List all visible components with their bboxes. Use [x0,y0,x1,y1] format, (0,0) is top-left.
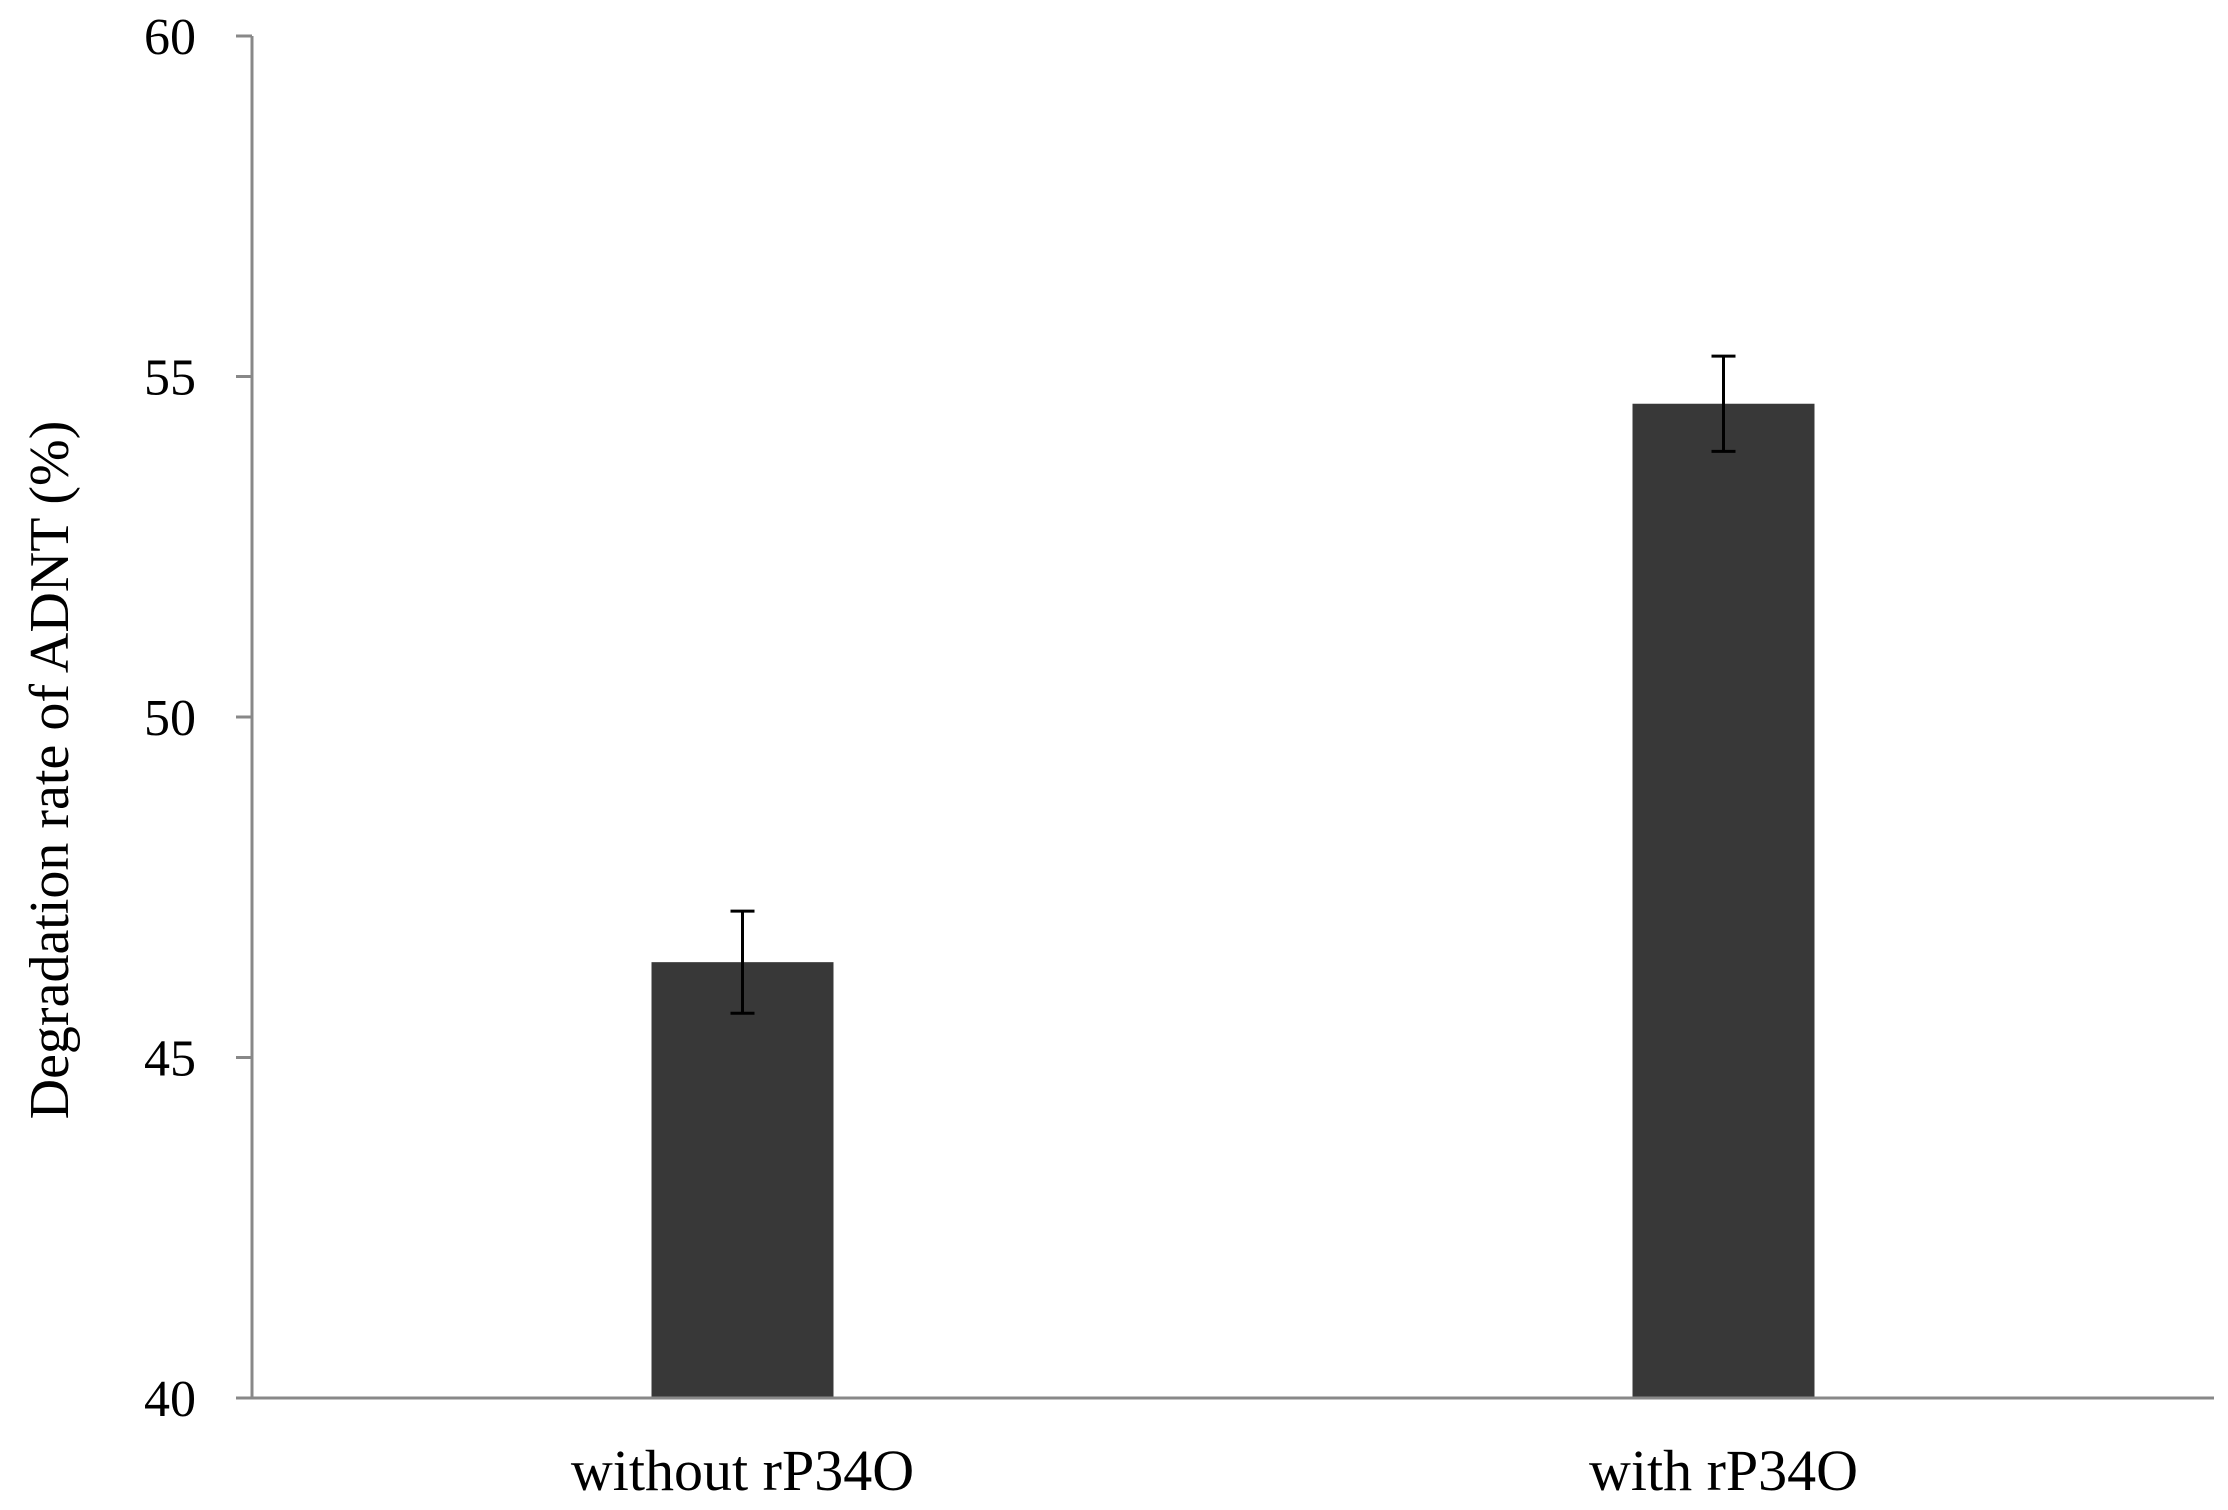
y-axis-title: Degradation rate of ADNT (%) [19,421,81,1120]
x-tick-label: without rP34O [571,1438,914,1503]
bar [651,962,834,1398]
y-tick-label: 40 [144,1371,196,1428]
y-tick-label: 50 [144,690,196,747]
bar [1632,403,1815,1398]
plot-area: without rP34O with rP34O 40 45 50 55 60 [144,9,2214,1503]
y-tick-label: 45 [144,1031,196,1088]
x-tick-label: with rP34O [1589,1438,1858,1503]
y-tick-label: 60 [144,9,196,66]
y-tick-label: 55 [144,350,196,407]
